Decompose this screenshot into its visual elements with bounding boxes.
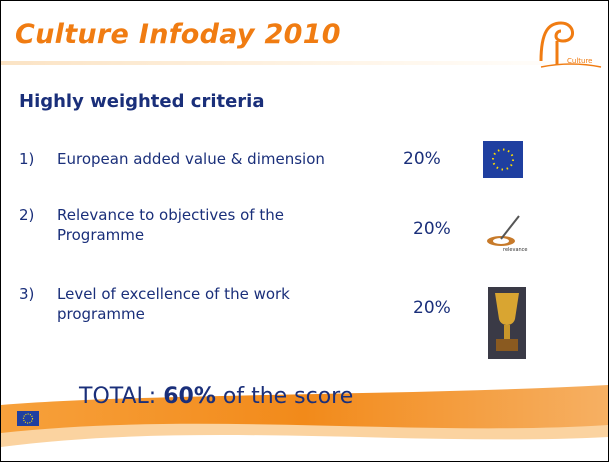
item-text: programme [57,305,145,323]
total: TOTAL: 60% of the score [79,384,353,409]
logo-mark [539,21,574,65]
eu-flag-small [17,411,39,426]
total-prefix: TOTAL: [79,384,164,409]
item-weight: 20% [413,298,451,318]
swoosh-light [1,423,608,447]
target-ring [493,238,509,244]
trophy-cup [495,293,519,325]
item-text: European added value & dimension [57,150,325,168]
item-weight: 20% [413,219,451,239]
item-weight: 20% [403,149,441,169]
item-number: 3) [19,285,35,303]
trophy-base [496,339,518,351]
eu-flag-stars [492,148,514,171]
heading: Highly weighted criteria [19,91,265,112]
item-text: Programme [57,226,145,244]
total-value: 60% [163,384,216,409]
total-suffix: of the score [215,384,354,409]
item-text: Relevance to objectives of the [57,206,284,224]
dart [500,215,520,240]
icon-label: relevance [503,247,528,253]
logo-text: Culture [567,57,592,65]
header-band [1,61,608,65]
trophy-stem [504,325,510,339]
item-text: Level of excellence of the work [57,285,290,303]
slide-title: Culture Infoday 2010 [15,19,341,50]
eu-flag-icon [483,141,523,178]
eu-stars [22,413,34,424]
logo-line [540,63,602,68]
item-number: 2) [19,206,35,224]
item-number: 1) [19,150,35,168]
